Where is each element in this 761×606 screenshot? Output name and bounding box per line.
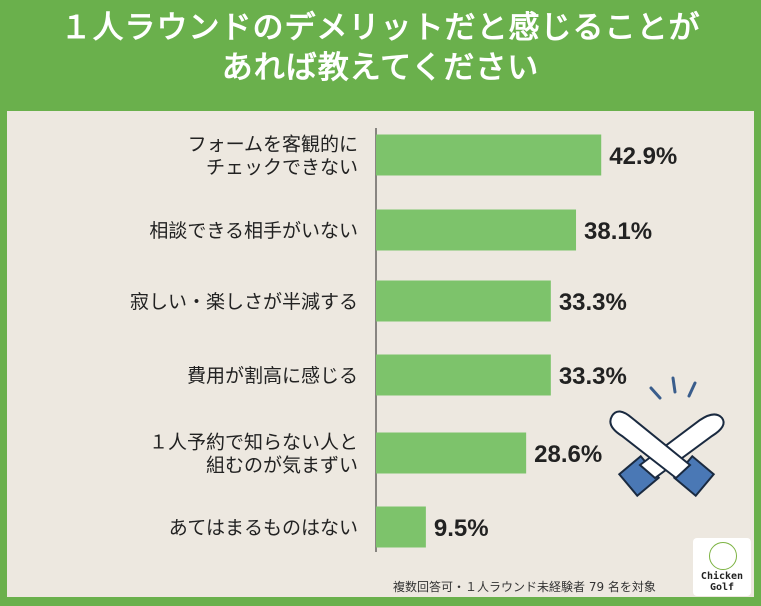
logo-text-1: Chicken bbox=[700, 571, 744, 582]
bar bbox=[376, 432, 527, 474]
data-label: 42.9% bbox=[609, 143, 677, 170]
crossed-hands-illustration bbox=[609, 376, 725, 498]
data-label: 28.6% bbox=[534, 441, 602, 468]
bar bbox=[376, 209, 577, 251]
category-label: 費用が割高に感じる bbox=[187, 365, 358, 387]
bar bbox=[376, 354, 551, 396]
chicken-icon bbox=[709, 542, 737, 570]
bar bbox=[376, 506, 426, 548]
data-label: 9.5% bbox=[434, 515, 489, 542]
chicken-golf-logo: Chicken Golf bbox=[693, 538, 751, 596]
logo-text-2: Golf bbox=[709, 582, 735, 593]
data-label: 33.3% bbox=[559, 289, 627, 316]
footnote: 複数回答可・１人ラウンド未経験者 79 名を対象 bbox=[393, 580, 656, 594]
category-label: １人予約で知らない人と bbox=[149, 432, 358, 454]
chart-title: １人ラウンドのデメリットだと感じることが あれば教えてください bbox=[0, 8, 761, 88]
data-label: 33.3% bbox=[559, 363, 627, 390]
category-label: 寂しい・楽しさが半減する bbox=[130, 291, 358, 313]
title-line-2: あれば教えてください bbox=[221, 50, 540, 86]
category-label: チェックできない bbox=[206, 157, 358, 179]
category-label: フォームを客観的に bbox=[188, 134, 358, 156]
category-label: あてはまるものはない bbox=[169, 517, 358, 539]
title-line-1: １人ラウンドのデメリットだと感じることが bbox=[60, 10, 701, 46]
bar bbox=[376, 134, 602, 176]
category-label: 組むのが気まずい bbox=[206, 455, 358, 477]
category-label: 相談できる相手がいない bbox=[149, 220, 358, 242]
bar bbox=[376, 280, 551, 322]
data-label: 38.1% bbox=[584, 218, 652, 245]
